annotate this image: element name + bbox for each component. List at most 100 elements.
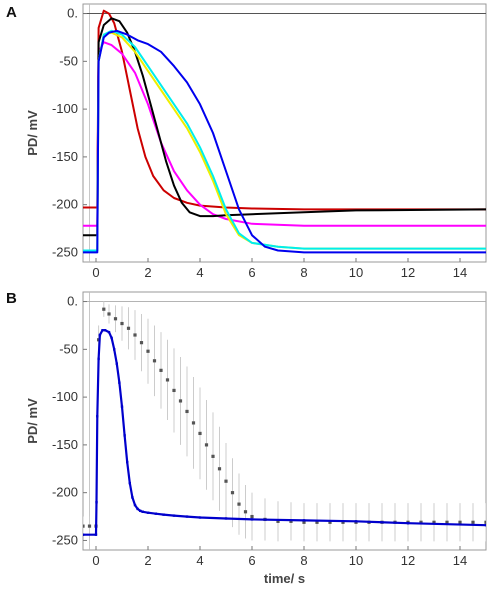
trace-point [139, 509, 142, 513]
trace-point [354, 520, 358, 523]
y-tick-label: -150 [52, 149, 78, 164]
x-tick-label: 4 [196, 553, 203, 568]
x-tick-label: 2 [144, 553, 151, 568]
series-line-5 [83, 29, 486, 252]
trace-point [95, 501, 98, 504]
panel-a-label: A [6, 4, 17, 21]
trace-point [250, 518, 254, 521]
trace-point [118, 381, 121, 384]
trace-point [94, 533, 98, 536]
series-line-2 [83, 41, 486, 227]
x-tick-label: 10 [349, 265, 363, 280]
mean-point [224, 479, 228, 483]
x-tick-label: 8 [300, 553, 307, 568]
y-tick-label: 0. [67, 6, 78, 21]
trace-line [83, 329, 486, 536]
mean-point [230, 491, 235, 495]
x-tick-label: 0 [92, 553, 99, 568]
x-tick-label: 6 [248, 553, 255, 568]
plot-a: 0. -50 -100 -150 -200 -250 0 2 4 6 8 10 12 14 PD/ mV [25, 3, 487, 280]
mean-point [185, 409, 189, 414]
y-axis-label: PD/ mV [25, 398, 40, 444]
series-line-1 [83, 9, 486, 211]
y-tick-label: -50 [59, 341, 78, 356]
trace-point [120, 405, 124, 408]
plot-area [83, 301, 486, 542]
mean-point [419, 520, 423, 524]
x-tick-label: 14 [453, 553, 467, 568]
mean-point [191, 421, 196, 425]
mean-point [445, 520, 449, 524]
mean-point [107, 312, 111, 316]
mean-point [178, 399, 183, 403]
series-line-3 [83, 17, 486, 237]
y-tick-label: -100 [52, 389, 78, 404]
y-tick-label: -50 [59, 53, 78, 68]
y-tick-label: -250 [52, 244, 78, 259]
mean-point [139, 341, 144, 345]
x-tick-label: 4 [196, 265, 203, 280]
mean-point [83, 524, 85, 528]
x-tick-label: 0 [92, 265, 99, 280]
trace-point [146, 511, 150, 514]
x-axis-label: time/ s [264, 571, 305, 586]
x-tick-label: 8 [300, 265, 307, 280]
mean-point [237, 502, 241, 506]
y-tick-label: -200 [52, 197, 78, 212]
panel-b-label: B [6, 290, 17, 307]
mean-point [341, 520, 345, 524]
series-line-4 [83, 31, 486, 252]
y-tick-label: -150 [52, 437, 78, 452]
trace-point [406, 522, 410, 525]
mean-point [152, 359, 157, 363]
mean-point [159, 368, 163, 372]
trace-point [198, 516, 202, 519]
trace-point [172, 514, 176, 517]
trace-point [302, 519, 306, 522]
mean-point [302, 520, 306, 524]
y-tick-label: 0. [67, 294, 78, 309]
trace-point [141, 510, 144, 513]
mean-point [165, 378, 170, 382]
mean-point [328, 520, 332, 524]
trace-point [97, 357, 100, 361]
mean-point [198, 431, 202, 436]
mean-point [432, 520, 436, 524]
mean-point [102, 307, 106, 311]
mean-point [458, 520, 462, 524]
trace-point [136, 507, 139, 511]
mean-point [133, 333, 137, 337]
y-axis-label: PD/ mV [25, 110, 40, 156]
plot-area [83, 9, 486, 254]
trace-point [110, 336, 113, 340]
trace-point [115, 362, 118, 365]
y-tick-label: -250 [52, 532, 78, 547]
trace-point [154, 512, 157, 515]
mean-point [204, 443, 209, 447]
mean-point [113, 317, 118, 321]
trace-point [123, 434, 126, 437]
trace-point [98, 333, 102, 337]
mean-point [172, 388, 176, 393]
y-tick-label: -200 [52, 485, 78, 500]
trace-point [185, 515, 189, 518]
y-tick-label: -100 [52, 101, 78, 116]
x-tick-label: 12 [401, 553, 415, 568]
mean-point [243, 510, 248, 514]
x-tick-label: 14 [453, 265, 467, 280]
trace-point [224, 517, 228, 520]
trace-point [113, 348, 116, 351]
trace-point [133, 503, 137, 507]
trace-point [131, 496, 134, 499]
plot-frame [82, 3, 487, 263]
mean-point [484, 520, 486, 524]
plot-frame [82, 291, 487, 551]
x-tick-label: 10 [349, 553, 363, 568]
mean-point [126, 326, 131, 330]
mean-point [211, 454, 215, 458]
trace-point [128, 481, 131, 485]
trace-point [162, 513, 165, 516]
mean-point [87, 524, 92, 528]
